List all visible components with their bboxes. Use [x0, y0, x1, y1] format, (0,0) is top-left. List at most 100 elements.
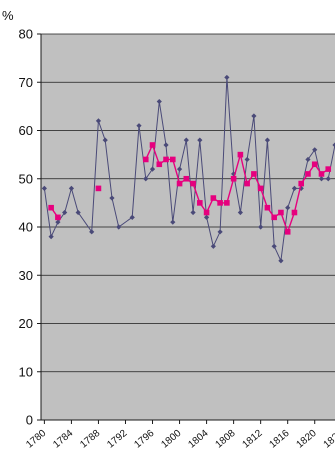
x-tick-label: 1808 — [213, 428, 237, 451]
data-point — [197, 137, 203, 143]
data-point — [183, 137, 189, 143]
data-point — [224, 74, 230, 81]
data-point — [48, 234, 54, 240]
data-point — [332, 142, 335, 148]
data-point — [149, 142, 156, 148]
data-point — [251, 171, 257, 177]
data-point — [68, 185, 75, 191]
data-point — [102, 137, 108, 143]
data-point — [264, 137, 271, 143]
series-line — [43, 77, 335, 263]
data-point — [197, 200, 203, 206]
data-point — [325, 166, 332, 172]
data-point — [48, 204, 54, 211]
data-point — [244, 156, 250, 163]
y-tick-label: 30 — [19, 268, 33, 283]
data-point — [251, 113, 257, 119]
data-point — [210, 243, 216, 249]
data-point — [298, 185, 304, 191]
data-point — [217, 229, 223, 235]
data-point — [298, 180, 305, 187]
data-point — [156, 161, 163, 168]
x-tick-label: 1824 — [322, 428, 335, 451]
data-point — [95, 185, 102, 192]
y-tick-label: 40 — [19, 220, 33, 235]
data-point — [156, 98, 162, 105]
data-point — [264, 204, 271, 211]
x-tick-label: 1784 — [51, 428, 75, 451]
series-layer — [41, 74, 335, 264]
data-point — [176, 180, 183, 187]
data-point — [312, 147, 318, 153]
data-point — [305, 171, 311, 177]
data-point — [169, 156, 176, 163]
y-tick-label: 60 — [19, 123, 33, 138]
x-tick-label: 1812 — [240, 428, 264, 451]
data-point — [318, 176, 325, 182]
y-tick-label: 0 — [26, 413, 33, 428]
data-point — [237, 209, 243, 216]
y-tick-label: 50 — [19, 171, 33, 186]
data-point — [163, 142, 169, 148]
data-point — [136, 123, 142, 129]
data-point — [271, 243, 277, 249]
data-point — [62, 209, 68, 216]
data-point — [284, 229, 291, 235]
data-point — [271, 214, 277, 221]
data-point — [75, 209, 81, 216]
data-point — [203, 209, 210, 216]
series-line — [145, 143, 329, 234]
data-point — [95, 118, 102, 124]
data-point — [210, 195, 217, 201]
data-point — [278, 258, 284, 264]
x-tick-label: 1792 — [105, 428, 129, 451]
data-point — [163, 156, 169, 163]
x-tick-label: 1816 — [268, 428, 292, 451]
data-point — [183, 175, 190, 182]
data-point — [142, 156, 149, 163]
data-point — [291, 209, 298, 216]
data-point — [258, 224, 264, 230]
data-point — [55, 219, 61, 225]
x-tick-label: 1800 — [159, 428, 183, 451]
gridlines — [41, 33, 335, 373]
y-axis-unit-label: % — [2, 8, 14, 23]
data-point — [257, 185, 264, 192]
data-point — [305, 156, 311, 163]
data-point — [224, 200, 230, 206]
data-point — [230, 175, 237, 182]
data-point — [55, 214, 61, 221]
data-point — [190, 209, 196, 216]
data-point — [217, 200, 223, 206]
x-tick-label: 1796 — [132, 428, 156, 451]
y-tick-label: 70 — [19, 75, 33, 90]
data-point — [190, 180, 196, 187]
data-point — [176, 166, 183, 172]
data-point — [311, 161, 318, 168]
y-tick-label: 20 — [19, 316, 33, 331]
data-point — [129, 214, 135, 220]
data-point — [325, 176, 331, 182]
data-point — [203, 214, 210, 220]
y-tick-label: 10 — [19, 364, 33, 379]
x-tick-label: 1788 — [78, 428, 102, 451]
data-point — [41, 185, 47, 191]
data-point — [278, 209, 284, 216]
x-tick-label: 1780 — [24, 428, 48, 451]
data-point — [318, 171, 325, 177]
x-tick-label: 1820 — [295, 428, 319, 451]
data-point — [291, 185, 298, 191]
data-point — [170, 219, 176, 225]
data-point — [109, 195, 115, 201]
data-point — [89, 229, 95, 235]
data-point — [116, 224, 122, 230]
data-point — [149, 166, 156, 172]
y-tick-label: 80 — [19, 27, 33, 42]
x-tick-label: 1804 — [186, 428, 210, 451]
data-point — [244, 180, 250, 187]
data-point — [285, 205, 291, 211]
data-point — [143, 176, 149, 182]
data-point — [237, 151, 244, 158]
